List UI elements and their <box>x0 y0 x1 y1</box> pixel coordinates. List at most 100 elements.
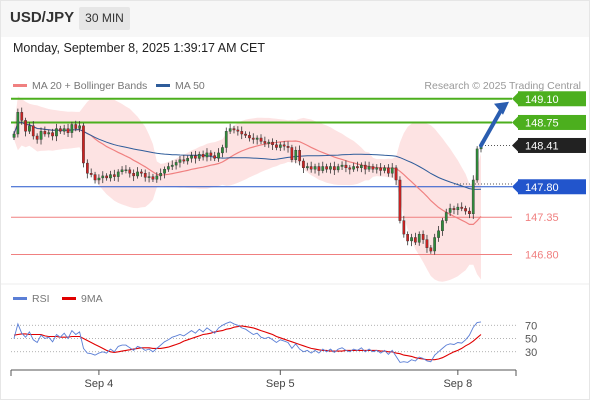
candle-body <box>128 169 132 174</box>
candle-body <box>263 141 267 144</box>
candle-body <box>356 166 359 169</box>
candle-body <box>248 135 251 139</box>
candle-body <box>232 128 236 131</box>
legend-swatch-9ma <box>62 296 76 300</box>
candle-body <box>59 128 62 132</box>
candle-body <box>390 167 394 174</box>
candle-body <box>375 167 379 170</box>
candle-body <box>309 166 313 170</box>
candle-body <box>170 164 174 167</box>
candle-body <box>329 166 332 170</box>
candle-body <box>82 125 85 164</box>
legend-swatch-ma50 <box>156 83 170 87</box>
level-label-148-41: 148.41 <box>525 140 559 152</box>
candle-body <box>197 154 201 159</box>
candle-body <box>136 171 139 177</box>
candle-body <box>298 149 301 162</box>
candle-body <box>302 160 305 169</box>
candle-body <box>78 125 81 129</box>
legend-label-ma20: MA 20 + Bollinger Bands <box>32 80 148 92</box>
candle-body <box>421 233 425 240</box>
legend-item-rsi: RSI <box>13 293 50 305</box>
candle-body <box>178 159 182 163</box>
candle-body <box>213 155 216 159</box>
candle-body <box>336 166 340 171</box>
timeframe-badge[interactable]: 30 MIN <box>79 7 130 30</box>
candle-body <box>282 144 286 147</box>
candle-body <box>109 174 112 179</box>
candle-body <box>429 247 433 252</box>
candle-body <box>159 172 162 177</box>
candle-body <box>174 162 178 166</box>
candle-body <box>209 152 213 156</box>
rsi-9ma-line <box>13 325 482 361</box>
candle-body <box>190 155 193 159</box>
candle-body <box>120 169 124 173</box>
rsi-ref-label-70: 70 <box>525 320 537 332</box>
candle-body <box>275 144 278 148</box>
legend-item-ma20-bollinger: MA 20 + Bollinger Bands <box>13 80 147 92</box>
candle-body <box>468 210 471 215</box>
x-tick-label: Sep 4 <box>85 378 114 390</box>
legend-item-ma50: MA 50 <box>156 80 205 92</box>
candle-body <box>452 208 456 210</box>
candle-body <box>31 125 35 137</box>
x-tick-label: Sep 5 <box>266 378 295 390</box>
candle-body <box>132 172 135 177</box>
candle-body <box>166 166 170 170</box>
level-tag-pointer <box>512 116 518 129</box>
candle-body <box>28 125 31 132</box>
candle-body <box>402 220 406 235</box>
candle-body <box>70 124 74 133</box>
candle-body <box>267 141 271 144</box>
candle-body <box>444 212 448 221</box>
candle-body <box>394 167 398 181</box>
level-label-147-80: 147.80 <box>525 182 559 194</box>
candle-body <box>441 220 444 232</box>
candle-body <box>279 144 282 148</box>
candle-body <box>410 237 413 242</box>
legend-swatch-rsi <box>13 296 27 300</box>
candle-body <box>62 128 66 132</box>
candle-body <box>425 239 429 248</box>
candle-body <box>139 171 143 174</box>
candle-body <box>398 179 402 221</box>
candle-body <box>221 147 224 154</box>
candle-body <box>151 176 155 180</box>
candle-body <box>363 164 367 170</box>
rsi-ref-label-50: 50 <box>525 334 537 346</box>
candle-body <box>271 141 274 146</box>
candle-body <box>116 171 120 177</box>
candle-body <box>360 164 363 169</box>
legend-item-9ma: 9MA <box>62 293 103 305</box>
candle-body <box>317 166 321 171</box>
candle-body <box>85 162 89 174</box>
candle-body <box>259 137 263 142</box>
candle-body <box>51 132 54 137</box>
candle-body <box>244 133 247 136</box>
candle-body <box>290 147 294 160</box>
candle-body <box>294 149 298 160</box>
symbol-title: USD/JPY <box>10 9 75 26</box>
rsi-ref-label-30: 30 <box>525 347 537 359</box>
candle-body <box>186 158 189 162</box>
candle-body <box>55 128 58 137</box>
candle-body <box>16 112 20 135</box>
x-tick-label: Sep 8 <box>443 378 472 390</box>
level-label-148-75: 148.75 <box>525 117 559 129</box>
research-credit: Research © 2025 Trading Central <box>424 80 581 92</box>
candle-body <box>417 233 421 243</box>
candle-body <box>471 179 475 214</box>
candle-body <box>201 154 205 158</box>
candle-body <box>406 233 409 242</box>
forecast-arrow-shaft <box>479 104 505 148</box>
candle-body <box>43 131 47 135</box>
candle-body <box>240 131 244 135</box>
candle-body <box>340 164 344 167</box>
candle-body <box>387 167 390 174</box>
level-label-149-10: 149.10 <box>525 94 559 106</box>
level-tag-bg-149-10 <box>518 91 586 107</box>
candle-body <box>383 167 386 171</box>
candle-body <box>313 166 317 170</box>
legend-swatch-ma20 <box>13 83 27 87</box>
